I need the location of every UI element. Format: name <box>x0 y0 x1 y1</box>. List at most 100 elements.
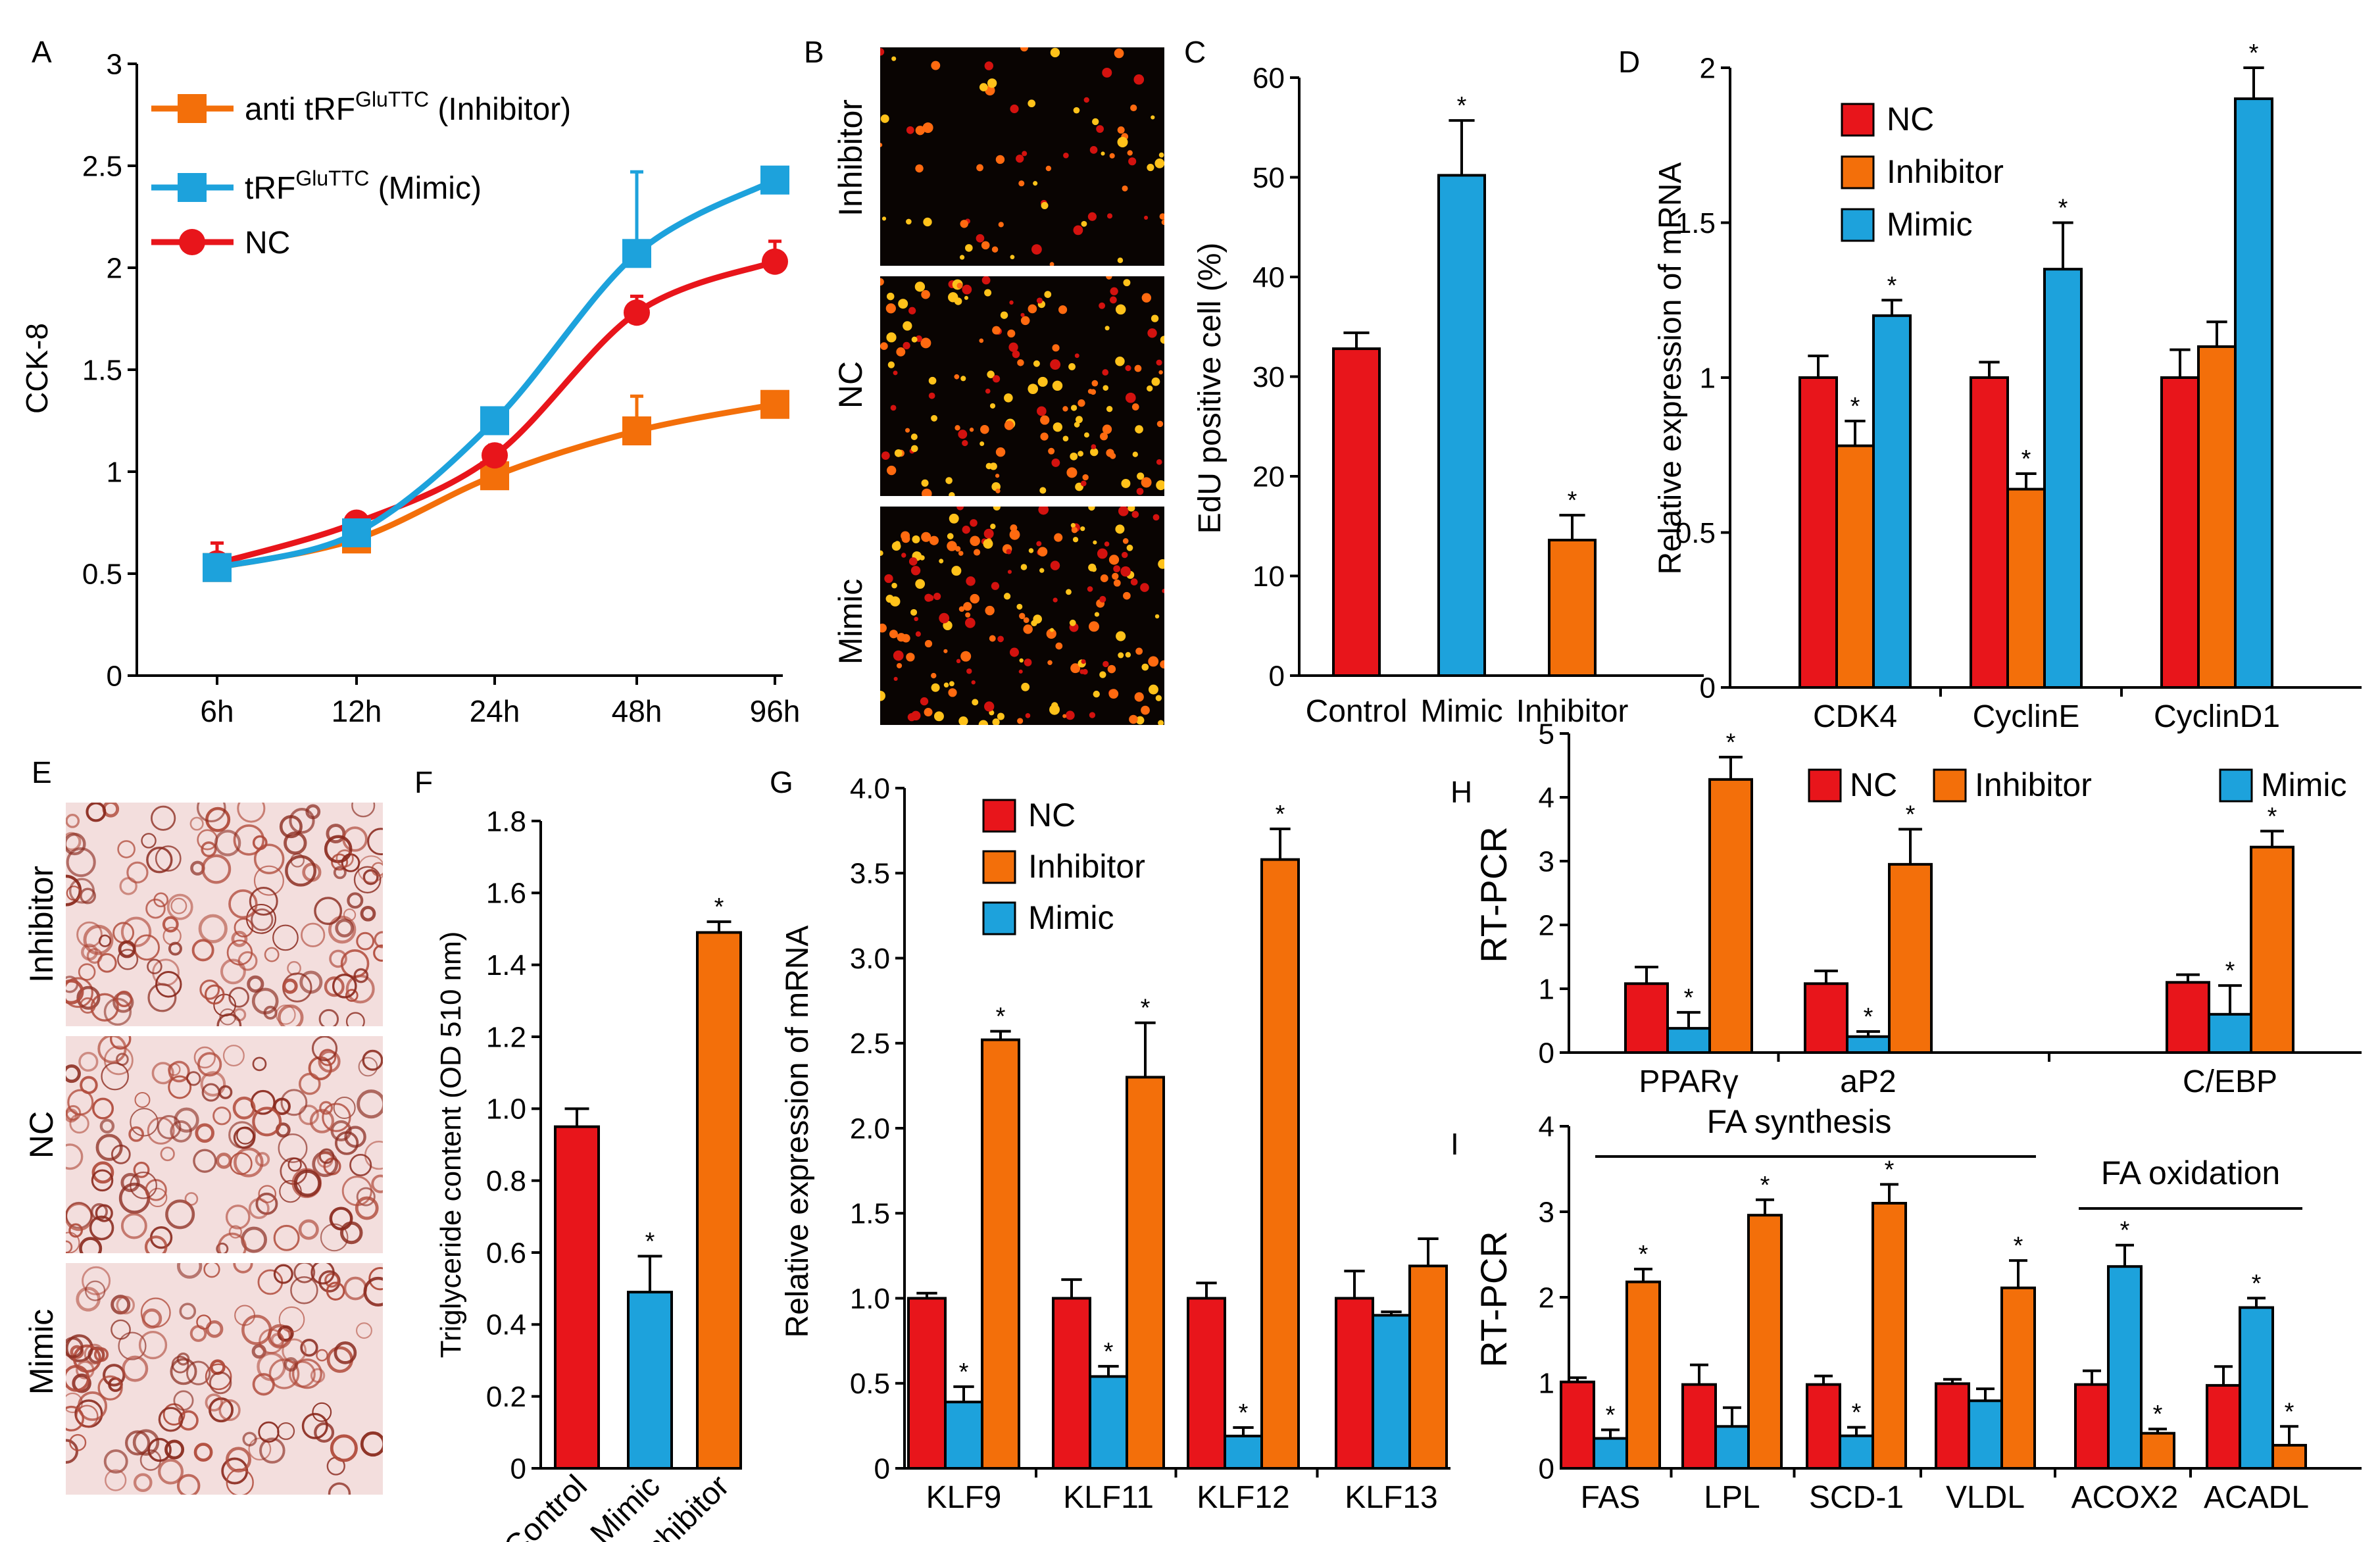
cell-speck <box>980 425 989 434</box>
cell-speck <box>92 1097 114 1120</box>
cell-speck <box>309 1108 335 1133</box>
cell-speck <box>1004 420 1014 430</box>
cell-speck <box>1078 399 1085 407</box>
cell-speck <box>1125 364 1131 372</box>
cell-speck <box>1113 579 1121 587</box>
cell-speck <box>915 579 926 589</box>
cell-speck <box>1037 376 1048 387</box>
bar-D-inhibitor <box>2197 345 2237 689</box>
bar-I-inhibitor-significance: * <box>2285 1398 2294 1426</box>
cell-speck <box>931 672 937 679</box>
cell-speck <box>939 559 944 564</box>
cell-speck <box>284 1357 299 1372</box>
cell-speck <box>1091 566 1097 572</box>
cell-speck <box>910 433 918 441</box>
bar-D-inhibitor <box>1835 444 1875 689</box>
y-tick-label-F: 1.0 <box>486 1093 526 1126</box>
cell-speck <box>881 451 890 460</box>
y-tick-label-G: 2.0 <box>850 1112 890 1145</box>
cell-speck <box>289 1360 316 1388</box>
cell-speck <box>232 1096 256 1120</box>
bar-F-2 <box>696 931 742 1470</box>
cell-speck <box>193 1149 217 1173</box>
cell-speck <box>97 1375 123 1401</box>
cell-speck <box>1017 718 1024 724</box>
cell-speck <box>285 855 317 887</box>
cell-speck <box>949 681 954 687</box>
cell-speck <box>330 1434 358 1462</box>
cell-speck <box>896 662 903 668</box>
cell-speck <box>86 803 107 822</box>
cell-speck <box>1070 405 1078 411</box>
cell-speck <box>95 1133 123 1161</box>
cell-speck <box>1115 357 1125 366</box>
cell-speck <box>368 1267 383 1291</box>
cell-speck <box>311 1036 338 1062</box>
cell-speck <box>921 488 932 496</box>
cell-speck <box>1115 304 1126 315</box>
y-tick-label-F: 0 <box>510 1453 526 1485</box>
bar-C-0 <box>1332 347 1381 678</box>
cell-speck <box>1120 566 1131 577</box>
cell-speck <box>66 1240 73 1253</box>
cell-speck <box>1090 447 1099 457</box>
cell-speck <box>299 1072 321 1095</box>
panel-b-image-nc <box>880 276 1164 496</box>
cell-speck <box>1006 549 1012 555</box>
cell-speck <box>270 1333 285 1347</box>
cell-speck <box>965 612 971 618</box>
cell-speck <box>1080 480 1087 487</box>
cell-speck <box>956 507 964 510</box>
x-tick-label-G: KLF11 <box>1063 1480 1154 1515</box>
cell-speck <box>962 284 972 295</box>
cell-speck <box>241 1314 272 1345</box>
cell-speck <box>1156 420 1164 428</box>
cell-speck <box>1033 360 1040 367</box>
cell-speck <box>119 877 137 895</box>
cell-speck <box>1158 370 1163 375</box>
cell-speck <box>1153 514 1160 521</box>
cell-speck <box>66 1439 79 1464</box>
cell-speck <box>896 347 906 357</box>
data-point <box>624 299 650 326</box>
data-point <box>482 442 508 469</box>
cell-speck <box>1135 716 1145 725</box>
cell-speck <box>222 1045 245 1067</box>
bar-C-2-significance: * <box>1568 487 1577 514</box>
cell-speck <box>951 566 962 576</box>
cell-speck <box>1093 540 1097 545</box>
cell-speck <box>881 216 887 221</box>
cell-speck <box>966 576 976 586</box>
cell-speck <box>911 710 921 721</box>
cell-speck <box>226 1468 254 1495</box>
bar-I-mimic <box>1968 1399 2003 1470</box>
cell-speck <box>360 905 376 922</box>
cell-speck <box>1156 359 1162 366</box>
cell-speck <box>1121 551 1128 559</box>
legend-label-D: NC <box>1887 101 1934 137</box>
cell-speck <box>165 1199 195 1230</box>
cell-speck <box>98 934 112 947</box>
cell-speck <box>279 1180 302 1203</box>
cell-speck <box>1028 304 1037 314</box>
cell-speck <box>890 405 897 411</box>
cell-speck <box>1128 507 1135 512</box>
cell-speck <box>176 1263 203 1279</box>
cell-speck <box>1003 593 1011 600</box>
cell-speck <box>1020 564 1028 570</box>
y-tick-label-A: 2.5 <box>82 150 122 182</box>
bar-I-mimic <box>2239 1306 2274 1470</box>
cell-speck <box>1089 621 1099 632</box>
cell-speck <box>914 282 926 292</box>
speckles <box>66 803 383 1026</box>
cell-speck <box>963 602 972 611</box>
y-tick-label-G: 4.0 <box>850 772 890 805</box>
bar-I-mimic-significance: * <box>2252 1270 2262 1297</box>
cell-speck <box>920 337 931 349</box>
cell-speck <box>933 711 944 722</box>
y-tick-label-F: 0.2 <box>486 1381 526 1413</box>
y-tick-label-A: 2 <box>107 252 122 284</box>
cell-speck <box>1129 714 1138 724</box>
y-tick-label-F: 1.4 <box>486 949 526 982</box>
cell-speck <box>66 979 84 1005</box>
